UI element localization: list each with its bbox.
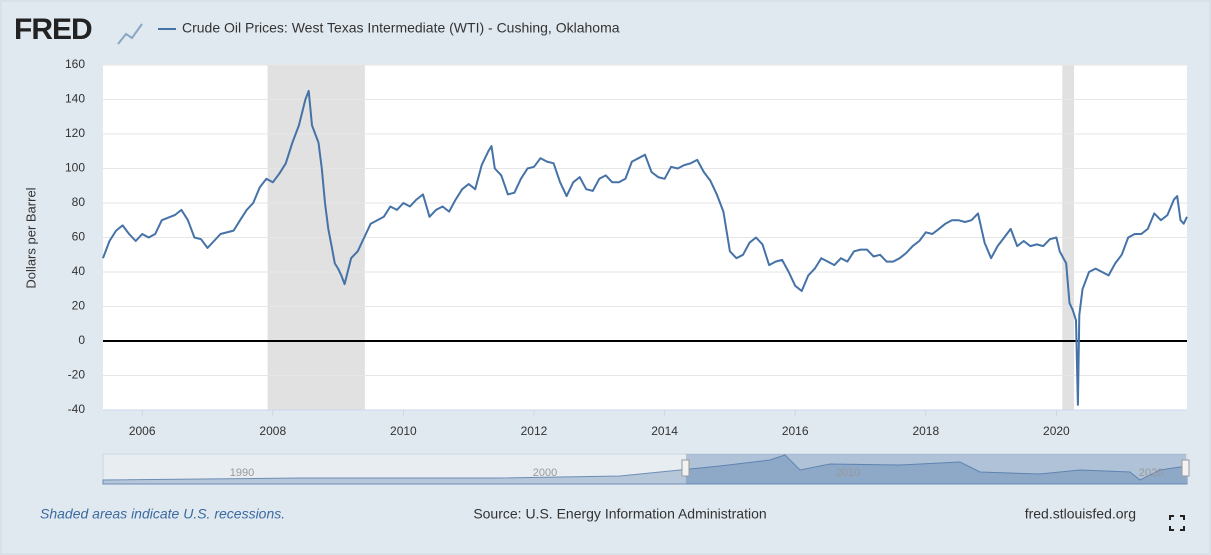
- navigator-label: 2020: [1139, 467, 1163, 479]
- navigator-label: 2010: [836, 467, 860, 479]
- navigator-handle[interactable]: [1181, 459, 1190, 477]
- y-tick-label: 40: [72, 264, 86, 278]
- x-tick-label: 2006: [129, 424, 156, 438]
- y-tick-label: 120: [65, 126, 85, 140]
- source: Source: U.S. Energy Information Administ…: [473, 506, 766, 522]
- brand-logo: FRED: [14, 13, 92, 46]
- x-tick-label: 2008: [259, 424, 286, 438]
- y-tick-label: 0: [78, 333, 85, 347]
- y-tick-label: -20: [68, 368, 86, 382]
- navigator-selection[interactable]: [686, 454, 1186, 484]
- y-tick-label: 80: [72, 195, 86, 209]
- x-tick-label: 2012: [521, 424, 548, 438]
- y-axis-label: Dollars per Barrel: [23, 187, 38, 288]
- fullscreen-icon[interactable]: [1169, 515, 1185, 531]
- y-tick-label: 160: [65, 57, 85, 71]
- y-tick-label: 140: [65, 92, 85, 106]
- plot: -40 -20 0 20 40 60 80 100 120 140 160 2006 2008 2010 2…: [65, 57, 1188, 438]
- navigator-handle[interactable]: [681, 459, 690, 477]
- site-link[interactable]: fred.stlouisfed.org: [1025, 506, 1136, 522]
- y-tick-label: 100: [65, 161, 85, 175]
- series-line: [102, 89, 1188, 406]
- y-tick-label: 20: [72, 299, 86, 313]
- x-tick-label: 2020: [1043, 424, 1070, 438]
- x-tick-label: 2018: [912, 424, 939, 438]
- y-tick-label: 60: [72, 230, 86, 244]
- x-tick-label: 2016: [782, 424, 809, 438]
- navigator-labels: 1990 2000 2010 2020: [230, 467, 1163, 479]
- navigator-label: 1990: [230, 467, 254, 479]
- x-tick-label: 2014: [651, 424, 678, 438]
- y-tick-label: -40: [68, 402, 86, 416]
- recession-note: Shaded areas indicate U.S. recessions.: [40, 506, 285, 522]
- legend-label: Crude Oil Prices: West Texas Intermediat…: [182, 20, 620, 36]
- x-tick-label: 2010: [390, 424, 417, 438]
- navigator-label: 2000: [533, 467, 557, 479]
- navigator-series: [102, 454, 1188, 485]
- logo-icon: [117, 23, 143, 45]
